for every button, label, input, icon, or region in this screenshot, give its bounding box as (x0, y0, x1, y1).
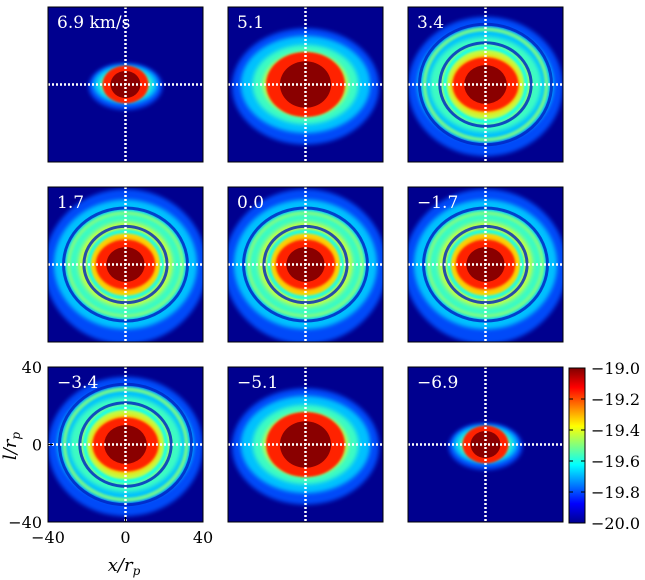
panel-map (48, 376, 203, 517)
colorbar-tick-label: −19.4 (591, 421, 640, 440)
panel-label: 3.4 (417, 13, 444, 33)
panel-border (407, 366, 564, 523)
panel-6: −1.7 (407, 186, 564, 343)
y-tick-label: 40 (22, 358, 42, 377)
panel-border (227, 366, 384, 523)
panel-1: 6.9 km/s (47, 6, 204, 163)
colorbar-tick-label: −19.2 (591, 390, 640, 409)
panel-label: −6.9 (417, 373, 458, 393)
colorbar-tick-label: −19.0 (591, 359, 640, 378)
panel-label: −1.7 (417, 193, 458, 213)
y-tick-label: −40 (8, 513, 42, 532)
panel-map (448, 423, 523, 470)
panel-border (47, 6, 204, 163)
panel-3: 3.4 (407, 6, 564, 163)
y-tick-label: 0 (32, 436, 42, 455)
panel-map (88, 63, 163, 110)
panel-label: 1.7 (57, 193, 84, 213)
colorbar-ticks: −19.0 −19.2 −19.4 −19.6 −19.8 −20.0 (569, 359, 640, 533)
panel-label: 0.0 (237, 193, 264, 213)
x-tick-label: 0 (120, 528, 130, 547)
ring-gap (442, 224, 529, 305)
ring-gap (438, 41, 533, 128)
colorbar: −19.0 −19.2 −19.4 −19.6 −19.8 −20.0 (568, 359, 640, 533)
x-tick-label: −40 (31, 528, 65, 547)
panel-2: 5.1 (227, 6, 384, 163)
panel-label: −5.1 (237, 373, 278, 393)
panel-border (227, 6, 384, 163)
ring-gap (78, 401, 173, 488)
panel-label: 6.9 km/s (57, 13, 130, 33)
panel-label: −3.4 (57, 373, 98, 393)
colorbar-tick-label: −20.0 (591, 514, 640, 533)
colorbar-tick-label: −19.6 (591, 452, 640, 471)
colorbar-gradient (568, 367, 586, 524)
panel-border (407, 186, 564, 343)
panel-8: −5.1 (227, 366, 384, 523)
panel-9: −6.9 (407, 366, 564, 523)
panel-border (47, 186, 204, 343)
panel-4: 1.7 (47, 186, 204, 343)
panel-7: −3.4 (47, 366, 204, 523)
panel-grid: 6.9 km/s 5.1 3.4 1.7 0.0 −1.7 −3.4 −5.1 −6.9 −40 0… (8, 6, 564, 547)
ring-gap (262, 224, 349, 305)
ring-gap (82, 224, 169, 305)
panel-border (227, 186, 384, 343)
x-axis-title: x/rp (108, 555, 141, 578)
panel-border (407, 6, 564, 163)
y-axis-title: l/rp (0, 432, 23, 460)
panel-5: 0.0 (227, 186, 384, 343)
x-tick-label: 40 (193, 528, 213, 547)
colorbar-tick-label: −19.8 (591, 483, 640, 502)
panel-label: 5.1 (237, 13, 264, 33)
